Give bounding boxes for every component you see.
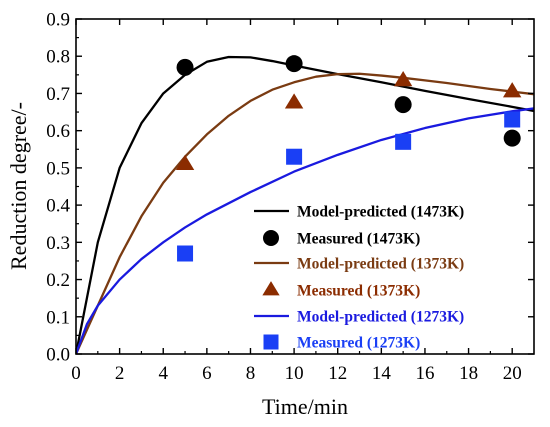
y-tick-label: 0.0 (46, 345, 70, 366)
x-tick-label: 6 (202, 363, 212, 384)
data-point-measured-1373k (284, 93, 304, 109)
x-tick-label: 0 (71, 363, 81, 384)
data-point-measured-1273k (177, 245, 194, 262)
legend-label-model-predicted-1373k: Model-predicted (1373K) (297, 256, 464, 273)
x-tick-label: 16 (415, 363, 434, 384)
legend-label-measured-1373k: Measured (1373K) (297, 283, 420, 300)
x-tick-label: 12 (328, 363, 347, 384)
x-tick-label: 4 (158, 363, 168, 384)
y-tick-label: 0.8 (46, 47, 70, 68)
legend-marker-measured-1373k (262, 281, 280, 296)
y-tick-label: 0.7 (46, 84, 70, 105)
legend: Model-predicted (1473K) Measured (1473K) M… (254, 204, 464, 352)
legend-marker-measured-1473k (263, 230, 279, 246)
y-tick-label: 0.1 (46, 307, 70, 328)
data-point-measured-1373k (175, 154, 195, 170)
data-point-measured-1273k (395, 133, 412, 150)
data-point-measured-1473k (176, 58, 194, 76)
series-line-model-predicted-1473k (76, 55, 534, 354)
data-point-measured-1473k (503, 129, 521, 147)
x-tick-label: 2 (115, 363, 125, 384)
series-layer (76, 55, 534, 354)
data-point-measured-1273k (286, 148, 303, 165)
y-tick-label: 0.4 (46, 196, 70, 217)
legend-label-model-predicted-1473k: Model-predicted (1473K) (297, 204, 464, 221)
legend-label-model-predicted-1273k: Model-predicted (1273K) (297, 309, 464, 326)
x-tick-label: 10 (285, 363, 304, 384)
legend-label-measured-1473k: Measured (1473K) (297, 231, 420, 248)
y-tick-label: 0.2 (46, 270, 70, 291)
data-point-measured-1373k (393, 70, 413, 87)
y-tick-label: 0.9 (46, 10, 70, 31)
plot-frame (75, 18, 535, 355)
data-point-measured-1373k (502, 82, 522, 98)
x-axis-title: Time/min (262, 394, 348, 419)
y-tick-label: 0.3 (46, 233, 70, 254)
legend-marker-measured-1273k (263, 334, 279, 350)
x-tick-label: 18 (459, 363, 478, 384)
legend-label-measured-1273k: Measured (1273K) (297, 335, 420, 352)
data-point-measured-1473k (285, 55, 303, 73)
y-axis-title: Reduction degree/- (6, 102, 31, 270)
series-line-model-predicted-1373k (76, 72, 534, 354)
series-line-model-predicted-1273k (76, 107, 534, 354)
axes-layer: 0 2 4 6 8 10 12 14 16 18 20 0.0 0.1 0.2 0.3 0.4 0.5 0.6 0.… (46, 10, 535, 384)
x-tick-label: 8 (246, 363, 256, 384)
x-tick-label: 20 (503, 363, 522, 384)
x-tick-label: 14 (372, 363, 392, 384)
y-tick-label: 0.5 (46, 158, 70, 179)
data-point-measured-1273k (504, 111, 521, 128)
y-tick-label: 0.6 (46, 121, 70, 142)
data-point-measured-1473k (394, 96, 412, 114)
